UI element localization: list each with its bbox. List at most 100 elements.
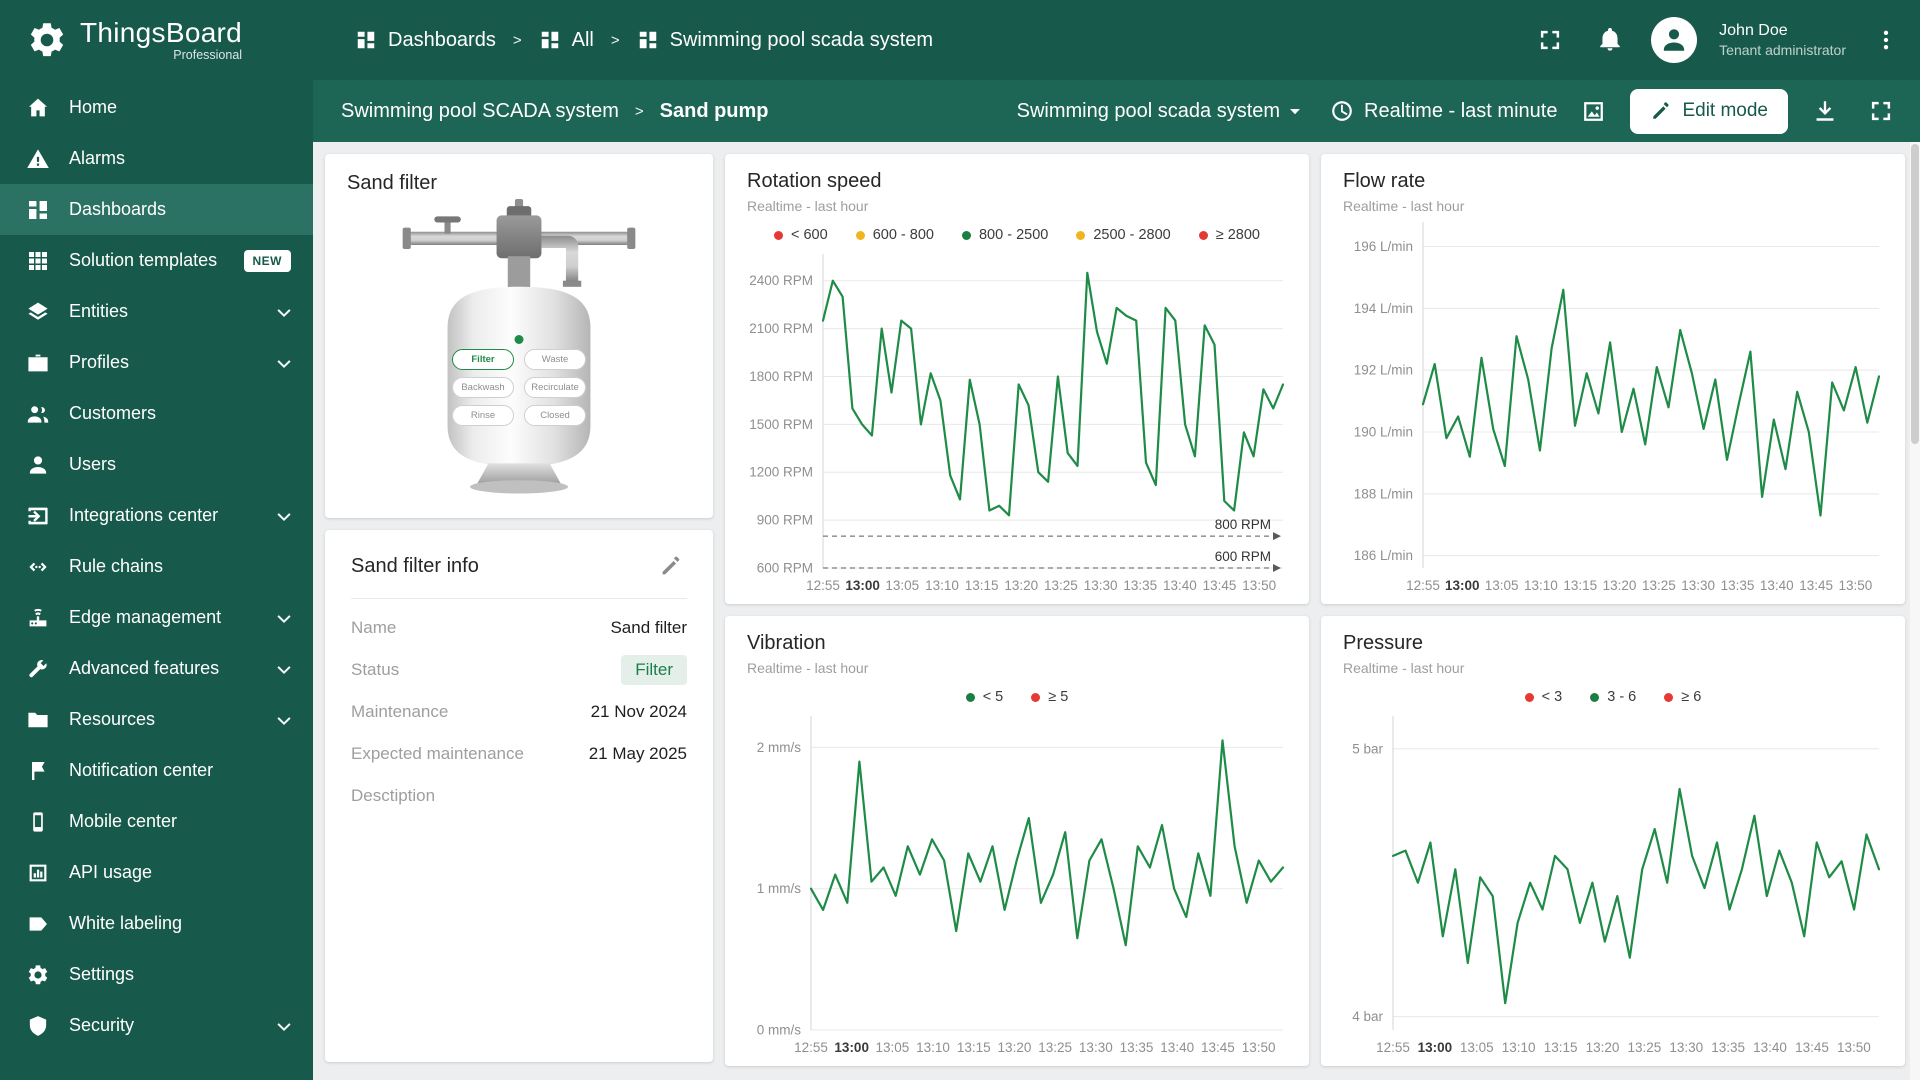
mode-button-recirculate[interactable]: Recirculate — [524, 377, 586, 398]
svg-text:5 bar: 5 bar — [1352, 741, 1383, 756]
notifications-bell-button[interactable] — [1591, 21, 1629, 59]
status-chip: Filter — [621, 655, 687, 685]
sidebar-item-api-usage[interactable]: API usage — [0, 847, 313, 898]
edit-mode-button[interactable]: Edit mode — [1630, 88, 1788, 134]
legend-dot — [1664, 692, 1674, 702]
breadcrumb-separator: > — [610, 31, 620, 49]
sidebar-item-home[interactable]: Home — [0, 82, 313, 133]
thingsboard-logo[interactable]: ThingsBoard Professional — [0, 17, 313, 63]
avatar[interactable] — [1651, 17, 1698, 63]
legend-item-5[interactable]: ≥ 5 — [1031, 689, 1068, 705]
legend-dot — [1031, 692, 1041, 702]
scrollbar-thumb[interactable] — [1911, 144, 1919, 444]
download-button[interactable] — [1806, 92, 1844, 130]
legend-item-2500-2800[interactable]: 2500 - 2800 — [1076, 227, 1171, 243]
advanced-icon — [29, 659, 47, 677]
chevron-down-icon — [277, 665, 291, 674]
sidebar-item-mobile-center[interactable]: Mobile center — [0, 796, 313, 847]
dashboard-canvas: Sand filter — [313, 142, 1920, 1080]
legend-item-3-6[interactable]: 3 - 6 — [1590, 689, 1636, 705]
edge-icon — [29, 608, 47, 626]
chart-title: Vibration — [747, 632, 826, 654]
toolbar-fullscreen-button[interactable] — [1862, 92, 1900, 130]
svg-text:188 L/min: 188 L/min — [1354, 486, 1413, 501]
label-icon — [29, 916, 47, 931]
dashboards-icon — [29, 200, 47, 219]
breadcrumb-item-dashboards[interactable]: Dashboards — [355, 29, 496, 52]
legend-item-3[interactable]: < 3 — [1524, 689, 1562, 705]
svg-text:13:05: 13:05 — [1485, 578, 1519, 593]
svg-text:13:50: 13:50 — [1242, 578, 1276, 593]
mode-button-rinse[interactable]: Rinse — [452, 405, 514, 426]
chart-canvas: 5 bar 4 bar 12:55 13:00 13:05 13:10 13:15 13:20… — [1352, 716, 1881, 1055]
sidebar-item-solution-templates[interactable]: Solution templates NEW — [0, 235, 313, 286]
legend-item-2800[interactable]: ≥ 2800 — [1198, 227, 1260, 243]
sidebar-item-settings[interactable]: Settings — [0, 949, 313, 1000]
breadcrumb-item-all[interactable]: All — [539, 29, 594, 52]
download-icon — [1816, 101, 1834, 121]
vertical-scrollbar[interactable] — [1910, 142, 1920, 1080]
mode-button-filter[interactable]: Filter — [452, 349, 514, 370]
bell-icon — [1600, 28, 1620, 51]
svg-text:13:45: 13:45 — [1799, 578, 1833, 593]
sidebar-item-label: Profiles — [69, 352, 130, 372]
sidebar-item-label: Customers — [69, 403, 157, 423]
sidebar-item-white-labeling[interactable]: White labeling — [0, 898, 313, 949]
sidebar-item-security[interactable]: Security — [0, 1000, 313, 1051]
info-row-label: Name — [351, 618, 397, 637]
user-role: Tenant administrator — [1719, 42, 1846, 59]
sidebar-item-users[interactable]: Users — [0, 439, 313, 490]
chart-plot-area: 5 bar 4 bar 12:55 13:00 13:05 13:10 13:15 13:20… — [1331, 710, 1895, 1065]
sidebar-item-dashboards[interactable]: Dashboards — [0, 184, 313, 235]
fullscreen-button[interactable] — [1531, 21, 1569, 59]
chevron-down-icon — [277, 614, 291, 623]
user-icon — [29, 455, 47, 474]
svg-text:192 L/min: 192 L/min — [1354, 363, 1413, 378]
svg-text:13:10: 13:10 — [1502, 1040, 1536, 1055]
sidebar-item-notification-center[interactable]: Notification center — [0, 745, 313, 796]
image-button[interactable] — [1575, 93, 1612, 130]
sidebar-item-label: Entities — [69, 301, 129, 321]
sidebar-item-profiles[interactable]: Profiles — [0, 337, 313, 388]
chart-plot-area: 2 mm/s 1 mm/s 0 mm/s 12:55 13:00 13:05 13:10 13… — [735, 710, 1299, 1065]
more-menu-button[interactable] — [1868, 22, 1904, 58]
sidebar-item-edge-management[interactable]: Edge management — [0, 592, 313, 643]
svg-text:13:00: 13:00 — [845, 578, 880, 593]
toolbar-breadcrumb-parent[interactable]: Swimming pool SCADA system — [341, 99, 619, 122]
svg-text:13:35: 13:35 — [1711, 1040, 1745, 1055]
sidebar-item-integrations-center[interactable]: Integrations center — [0, 490, 313, 541]
chart-canvas: 2 mm/s 1 mm/s 0 mm/s 12:55 13:00 13:05 13:10 13… — [757, 716, 1285, 1055]
dashboard-toolbar: Swimming pool SCADA system > Sand pump S… — [313, 80, 1920, 142]
svg-text:13:30: 13:30 — [1079, 1040, 1113, 1055]
svg-text:13:15: 13:15 — [1563, 578, 1597, 593]
legend-item-800-2500[interactable]: 800 - 2500 — [961, 227, 1048, 243]
chart-subtitle: Realtime - last hour — [1343, 660, 1465, 676]
dashboard-state-select[interactable]: Swimming pool scada system — [1011, 99, 1312, 124]
svg-text:4 bar: 4 bar — [1352, 1009, 1383, 1024]
sidebar-item-rule-chains[interactable]: Rule chains — [0, 541, 313, 592]
chevron-down-icon — [277, 359, 291, 368]
mode-button-backwash[interactable]: Backwash — [452, 377, 514, 398]
timewindow-button[interactable]: Realtime - last minute — [1330, 99, 1557, 123]
svg-text:12:55: 12:55 — [806, 578, 840, 593]
legend-item-5[interactable]: < 5 — [965, 689, 1003, 705]
svg-text:13:25: 13:25 — [1627, 1040, 1661, 1055]
breadcrumb-separator: > — [634, 102, 644, 120]
sidebar-item-customers[interactable]: Customers — [0, 388, 313, 439]
sidebar-item-advanced-features[interactable]: Advanced features — [0, 643, 313, 694]
mode-button-waste[interactable]: Waste — [524, 349, 586, 370]
legend-item-600[interactable]: < 600 — [774, 227, 828, 243]
svg-text:12:55: 12:55 — [1406, 578, 1440, 593]
svg-text:0 mm/s: 0 mm/s — [757, 1023, 802, 1038]
legend-item-6[interactable]: ≥ 6 — [1664, 689, 1701, 705]
sidebar-item-resources[interactable]: Resources — [0, 694, 313, 745]
edit-info-button[interactable] — [655, 550, 687, 582]
svg-text:13:35: 13:35 — [1123, 578, 1157, 593]
legend-item-600-800[interactable]: 600 - 800 — [855, 227, 934, 243]
mode-button-closed[interactable]: Closed — [524, 405, 586, 426]
user-name: John Doe — [1719, 21, 1788, 39]
sidebar-item-alarms[interactable]: Alarms — [0, 133, 313, 184]
rulechains-icon — [29, 562, 47, 571]
sidebar-item-entities[interactable]: Entities — [0, 286, 313, 337]
chart-card-rotation-speed: Rotation speed Realtime - last hour < 60… — [725, 154, 1309, 604]
